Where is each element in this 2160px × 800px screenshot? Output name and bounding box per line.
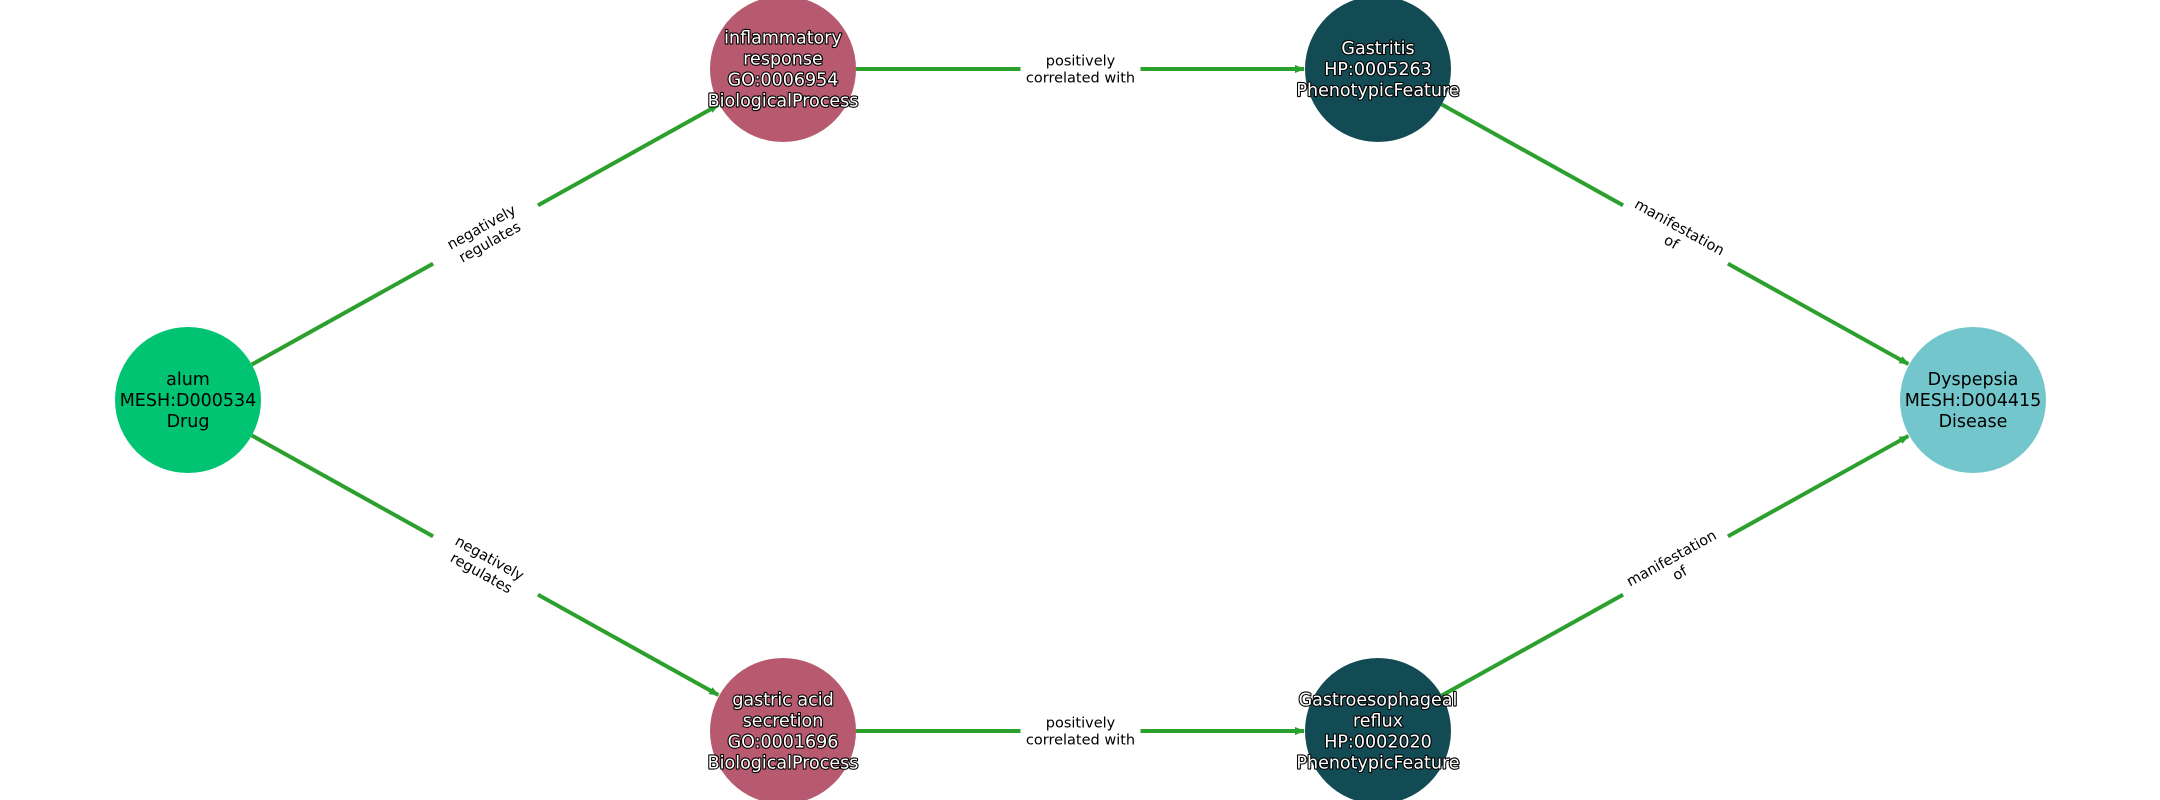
node-label-line: inflammatory: [724, 29, 842, 49]
edge-label-background: [1020, 47, 1141, 91]
node-label-line: HP:0005263: [1324, 60, 1432, 80]
node-label-line: response: [743, 50, 823, 70]
node-circle: [1900, 327, 2046, 473]
node-circle: [115, 327, 261, 473]
node-circle: [710, 0, 856, 142]
node-label-line: Disease: [1939, 412, 2008, 432]
node-circle: [710, 658, 856, 800]
node-label-line: PhenotypicFeature: [1296, 754, 1459, 774]
node-label-line: BiologicalProcess: [708, 92, 859, 112]
node-gastric: gastric acidsecretionGO:0001696Biologica…: [707, 658, 859, 800]
node-label-line: reflux: [1353, 712, 1403, 732]
node-label-line: GO:0001696: [728, 733, 839, 753]
edge-label-background: [1612, 186, 1739, 283]
edge-label-text: positively: [1046, 54, 1116, 70]
node-label-line: MESH:D000534: [120, 391, 257, 411]
node-label-line: Gastritis: [1341, 39, 1414, 59]
node-label-line: BiologicalProcess: [708, 754, 859, 774]
edge-label-text: positively: [1046, 716, 1116, 732]
node-label-line: GO:0006954: [728, 71, 839, 91]
node-label-line: secretion: [743, 712, 824, 732]
node-label-line: HP:0002020: [1324, 733, 1432, 753]
edge-label-background: [1612, 517, 1739, 614]
node-label-line: Dyspepsia: [1928, 370, 2019, 390]
node-label-line: gastric acid: [732, 691, 833, 711]
node-label-line: alum: [166, 370, 210, 390]
node-circle: [1305, 658, 1451, 800]
node-circle: [1305, 0, 1451, 142]
node-label-line: PhenotypicFeature: [1296, 81, 1459, 101]
node-label-line: MESH:D004415: [1905, 391, 2042, 411]
edge-label-background: [1020, 709, 1141, 753]
node-gerd: GastroesophagealrefluxHP:0002020Phenotyp…: [1295, 658, 1461, 800]
node-label-line: Drug: [167, 412, 210, 432]
edge-label-background: [422, 517, 549, 614]
node-inflammatory: inflammatoryresponseGO:0006954Biological…: [707, 0, 859, 142]
edge-label-text: correlated with: [1026, 71, 1135, 87]
edge-label-background: [422, 186, 549, 283]
edge-label-text: correlated with: [1026, 733, 1135, 749]
node-label-line: Gastroesophageal: [1299, 691, 1458, 711]
